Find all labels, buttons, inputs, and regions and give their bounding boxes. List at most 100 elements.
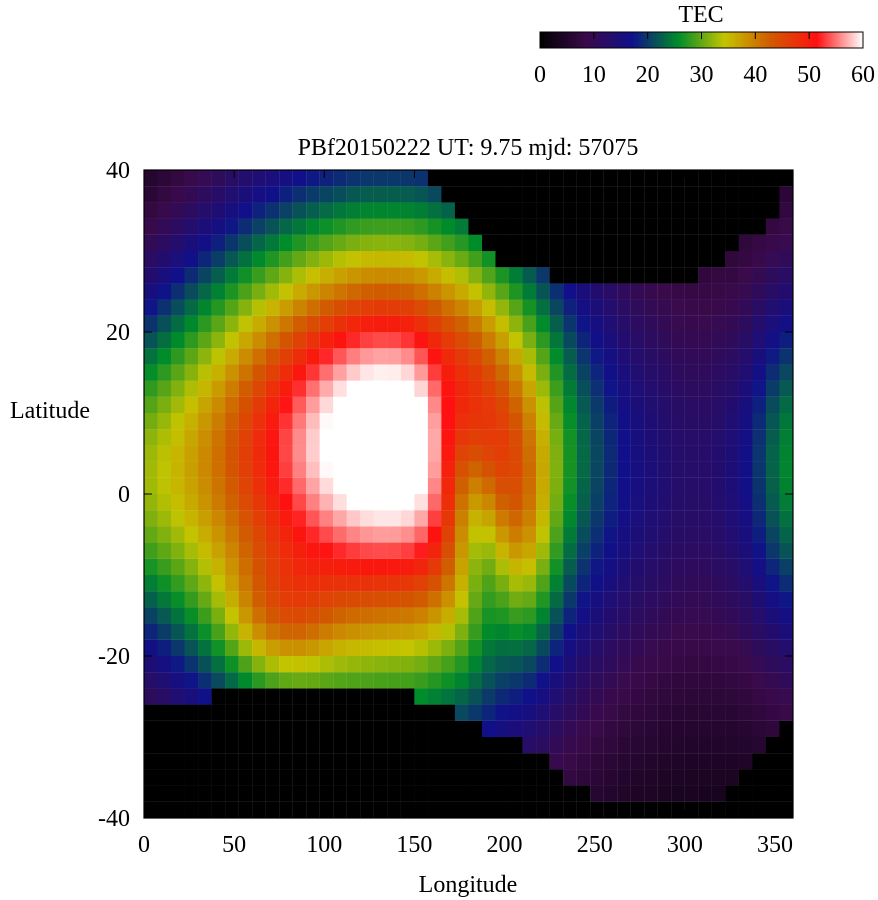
heatmap-cell	[671, 267, 685, 284]
heatmap-cell	[319, 493, 334, 511]
heatmap-cell	[495, 348, 510, 365]
heatmap-cell	[738, 672, 753, 689]
heatmap-cell	[603, 315, 618, 333]
heatmap-cell	[373, 753, 388, 770]
heatmap-cell	[427, 510, 442, 527]
heatmap-cell	[644, 493, 658, 511]
heatmap-cell	[563, 445, 577, 462]
heatmap-cell	[454, 574, 469, 592]
heatmap-cell	[225, 623, 239, 640]
heatmap-cell	[698, 623, 712, 640]
heatmap-cell	[752, 429, 767, 446]
heatmap-cell	[144, 526, 158, 543]
heatmap-cell	[765, 542, 780, 559]
heatmap-cell	[144, 655, 158, 673]
heatmap-cell	[170, 574, 185, 592]
heatmap-cell	[279, 364, 293, 381]
heatmap-cell	[684, 526, 699, 543]
heatmap-cell	[576, 607, 591, 624]
heatmap-cell	[671, 170, 685, 187]
heatmap-cell	[387, 186, 401, 203]
heatmap-cell	[684, 493, 699, 511]
heatmap-cell	[765, 736, 780, 754]
heatmap-cell	[360, 429, 374, 446]
heatmap-cell	[711, 331, 726, 349]
heatmap-cell	[671, 493, 685, 511]
heatmap-cell	[536, 429, 550, 446]
heatmap-cell	[144, 364, 158, 381]
heatmap-cell	[617, 574, 631, 592]
heatmap-cell	[738, 558, 753, 576]
heatmap-cell	[752, 542, 767, 559]
heatmap-cell	[427, 299, 442, 316]
heatmap-cell	[576, 493, 591, 511]
heatmap-cell	[684, 704, 699, 721]
heatmap-cell	[644, 704, 658, 721]
x-tick-label: 150	[396, 832, 432, 858]
heatmap-cell	[427, 380, 442, 397]
heatmap-cell	[252, 412, 266, 430]
heatmap-cell	[225, 655, 239, 673]
heatmap-cell	[603, 331, 618, 349]
heatmap-cell	[495, 186, 510, 203]
heatmap-cell	[536, 639, 550, 657]
heatmap-cell	[481, 655, 496, 673]
heatmap-cell	[630, 672, 645, 689]
heatmap-cell	[454, 364, 469, 381]
heatmap-cell	[387, 477, 401, 495]
heatmap-cell	[617, 283, 631, 300]
heatmap-cell	[211, 558, 226, 576]
heatmap-cell	[738, 688, 753, 705]
heatmap-cell	[225, 574, 239, 592]
heatmap-cell	[576, 574, 591, 592]
heatmap-cell	[509, 753, 523, 770]
heatmap-cell	[468, 267, 483, 284]
heatmap-cell	[657, 380, 672, 397]
heatmap-cell	[779, 526, 793, 543]
heatmap-cell	[252, 753, 266, 770]
heatmap-cell	[468, 574, 483, 592]
heatmap-cell	[549, 801, 564, 818]
heatmap-cell	[292, 250, 307, 268]
heatmap-cell	[576, 769, 591, 786]
heatmap-cell	[698, 688, 712, 705]
heatmap-cell	[198, 186, 212, 203]
heatmap-cell	[414, 364, 428, 381]
heatmap-cell	[198, 720, 212, 738]
heatmap-cell	[360, 380, 374, 397]
heatmap-cell	[387, 607, 401, 624]
heatmap-cell	[319, 785, 334, 802]
heatmap-cell	[400, 429, 415, 446]
heatmap-cell	[441, 461, 456, 478]
heatmap-cell	[617, 461, 631, 478]
heatmap-cell	[346, 348, 361, 365]
heatmap-cell	[292, 348, 307, 365]
heatmap-cell	[306, 801, 320, 818]
heatmap-cell	[698, 429, 712, 446]
heatmap-cell	[360, 542, 374, 559]
heatmap-cell	[292, 607, 307, 624]
heatmap-cell	[536, 526, 550, 543]
heatmap-cell	[481, 364, 496, 381]
heatmap-cell	[225, 720, 239, 738]
heatmap-cell	[373, 785, 388, 802]
heatmap-cell	[144, 753, 158, 770]
heatmap-cell	[252, 267, 266, 284]
heatmap-cell	[346, 250, 361, 268]
heatmap-cell	[549, 753, 564, 770]
heatmap-cell	[144, 250, 158, 268]
heatmap-cell	[238, 429, 253, 446]
heatmap-cell	[522, 461, 537, 478]
heatmap-cell	[630, 331, 645, 349]
heatmap-cell	[279, 510, 293, 527]
heatmap-cell	[157, 364, 172, 381]
heatmap-cell	[373, 801, 388, 818]
heatmap-cell	[549, 364, 564, 381]
heatmap-cell	[387, 364, 401, 381]
heatmap-cell	[454, 170, 469, 187]
heatmap-cell	[603, 445, 618, 462]
heatmap-cell	[495, 542, 510, 559]
heatmap-cell	[536, 299, 550, 316]
heatmap-cell	[765, 655, 780, 673]
heatmap-cell	[211, 412, 226, 430]
